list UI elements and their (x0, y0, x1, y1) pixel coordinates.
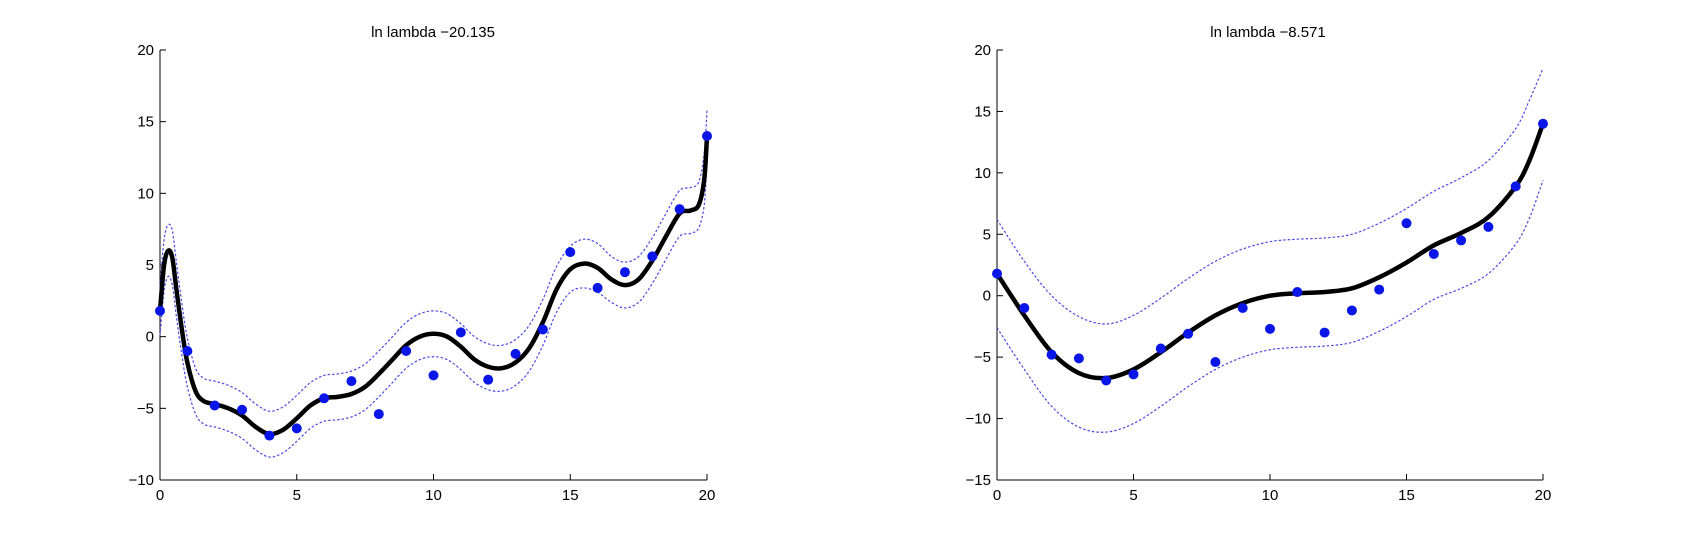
chart-left-data-point (537, 324, 548, 335)
chart-left-data-point (346, 376, 357, 387)
chart-right-y-tick-label: −10 (966, 411, 991, 428)
chart-left-error-band-line (159, 110, 708, 412)
chart-left-data-point (373, 409, 384, 420)
chart-left-data-point (182, 346, 193, 356)
chart-left-title: ln lambda −20.135 (371, 24, 495, 41)
chart-right-fit-line (994, 121, 1546, 381)
chart-left-data-point (647, 251, 658, 262)
chart-right-x-tick-label: 5 (1129, 487, 1137, 504)
chart-right-y-tick-label: 0 (983, 288, 991, 305)
chart-left-data-point (565, 247, 576, 258)
chart-right-data-point (1510, 181, 1521, 192)
chart-left-data-point (455, 327, 466, 338)
chart-right-data-point (1374, 284, 1385, 295)
chart-left-data-point (674, 204, 685, 215)
chart-left-data-point (592, 282, 603, 293)
chart-right-x-tick-label: 20 (1535, 487, 1552, 504)
chart-right-data-point (1237, 303, 1248, 313)
chart-left-x-tick-label: 20 (699, 487, 716, 504)
chart-right-x-tick-label: 10 (1262, 487, 1279, 504)
chart-left-y-tick-label: 5 (146, 257, 154, 274)
chart-left-data-point (510, 348, 521, 359)
chart-left-data-point (702, 131, 712, 141)
chart-left: ln lambda −20.135 0 5 10 15 20 −10 −5 0 5 10 15 20 (129, 24, 716, 504)
chart-left-x-tick-label: 10 (425, 487, 442, 504)
chart-right-data-point (1046, 349, 1057, 360)
chart-right-y-tick-label: 5 (983, 226, 991, 243)
chart-right-data-point (1401, 218, 1412, 229)
chart-right-data-point (1019, 303, 1030, 313)
chart-right-data-point (1319, 327, 1330, 338)
chart-right-data-point (1456, 235, 1467, 246)
chart-left-data-point (264, 430, 275, 441)
chart-left-fit-line (157, 133, 710, 437)
chart-left-y-tick-label: 15 (137, 114, 154, 131)
chart-left-x-tick-label: 15 (562, 487, 579, 504)
chart-right-data-point (992, 268, 1002, 279)
chart-right-y-tick-label: −15 (966, 472, 991, 489)
chart-right-data-point (1183, 328, 1194, 339)
chart-right-title: ln lambda −8.571 (1210, 24, 1326, 41)
chart-left-y-tick-label: 0 (146, 329, 154, 346)
chart-right-data-point (1265, 323, 1275, 334)
chart-right-x-tick-label: 0 (993, 487, 1001, 504)
chart-right-y-tick-label: −5 (974, 349, 991, 366)
chart-right-data-point (1128, 369, 1139, 380)
chart-right-y-tick-label: 15 (974, 103, 991, 120)
chart-left-data-point (401, 346, 412, 356)
chart-left-data-point (237, 404, 248, 415)
chart-right-data-point (1210, 357, 1221, 368)
chart-right-data-point (1538, 118, 1548, 129)
chart-left-data-point (619, 267, 630, 278)
chart-left-error-band-line (159, 161, 708, 458)
chart-right: ln lambda −8.571 0 5 10 15 20 −15 −10 −5 0 5 10 15 2… (966, 24, 1552, 504)
chart-right-data-point (1073, 353, 1084, 364)
chart-left-data-point (428, 370, 439, 381)
chart-left-data-point (155, 305, 165, 316)
chart-right-y-tick-label: 20 (974, 42, 991, 59)
chart-right-y-tick-label: 10 (974, 165, 991, 182)
chart-right-data-point (1155, 343, 1166, 354)
chart-right-data-point (1346, 305, 1357, 316)
chart-left-data-point (291, 423, 302, 434)
chart-left-x-tick-label: 0 (156, 487, 164, 504)
chart-left-data-point (209, 400, 220, 411)
chart-right-error-band-line (996, 68, 1544, 325)
chart-right-data-point (1292, 287, 1303, 298)
chart-left-data-point (319, 393, 330, 404)
chart-left-y-tick-label: −5 (137, 400, 154, 417)
chart-right-x-tick-label: 15 (1398, 487, 1415, 504)
chart-right-data-point (1101, 375, 1112, 386)
chart-right-error-band-line (996, 180, 1544, 433)
chart-left-x-tick-label: 5 (293, 487, 301, 504)
chart-right-data-point (1428, 248, 1439, 259)
chart-left-y-tick-label: 20 (137, 42, 154, 59)
chart-left-y-tick-label: −10 (129, 472, 154, 489)
chart-left-y-tick-label: 10 (137, 185, 154, 202)
chart-left-data-point (483, 374, 494, 385)
chart-right-data-point (1483, 221, 1494, 232)
